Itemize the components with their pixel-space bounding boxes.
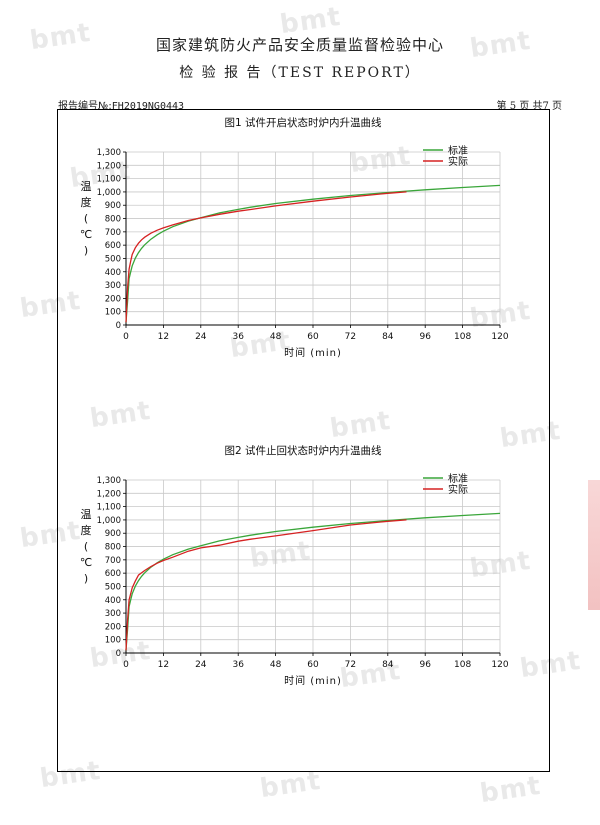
- y-tick-label: 800: [105, 215, 121, 225]
- y-tick-label: 700: [105, 228, 121, 238]
- x-tick-label: 84: [382, 332, 394, 342]
- report-number-label: 报告编号№:: [58, 101, 112, 112]
- legend-label: 标准: [448, 145, 468, 157]
- x-tick-label: 108: [454, 660, 471, 670]
- page-info: 第 5 页 共7 页: [496, 101, 562, 112]
- page-subtitle: 检 验 报 告（TEST REPORT）: [179, 65, 421, 81]
- chart-figure-2: 图2 试件止回状态时炉内升温曲线010020030040050060070080…: [80, 444, 509, 687]
- y-tick-label: 900: [105, 529, 121, 539]
- x-tick-label: 120: [491, 660, 508, 670]
- y-tick-label: 1,000: [97, 516, 121, 526]
- x-tick-label: 0: [123, 660, 129, 670]
- legend-label: 实际: [448, 483, 468, 496]
- y-axis-label-char: ℃: [80, 556, 92, 569]
- x-tick-label: 60: [307, 332, 319, 342]
- x-tick-label: 84: [382, 660, 394, 670]
- y-tick-label: 200: [105, 294, 121, 304]
- series-line-standard: [125, 184, 501, 323]
- y-axis-label-char: 度: [81, 523, 92, 537]
- x-tick-label: 12: [158, 332, 169, 342]
- y-tick-label: 200: [105, 622, 121, 632]
- y-tick-label: 1,300: [97, 148, 121, 158]
- y-tick-label: 1,100: [97, 175, 121, 185]
- series-line-actual: [125, 191, 407, 323]
- x-tick-label: 48: [270, 332, 282, 342]
- y-axis-label-char: 温: [81, 180, 92, 193]
- y-tick-label: 1,200: [97, 161, 121, 171]
- y-tick-label: 400: [105, 596, 121, 606]
- report-number-value: FH2019NG0443: [111, 101, 185, 112]
- y-tick-label: 900: [105, 201, 121, 211]
- y-tick-label: 1,200: [97, 489, 121, 499]
- legend-label: 标准: [448, 473, 468, 485]
- x-tick-label: 72: [345, 660, 356, 670]
- y-axis-label-char: ): [84, 244, 88, 257]
- watermark-text: bmt: [478, 770, 543, 810]
- page-title: 国家建筑防火产品安全质量监督检验中心: [155, 36, 444, 54]
- x-tick-label: 36: [232, 660, 244, 670]
- x-tick-label: 96: [419, 660, 431, 670]
- y-axis-label-char: ℃: [80, 228, 92, 241]
- y-tick-label: 500: [105, 582, 121, 592]
- y-tick-label: 300: [105, 609, 121, 619]
- x-tick-label: 120: [491, 332, 508, 342]
- chart-figure-1: 图1 试件开启状态时炉内升温曲线010020030040050060070080…: [80, 116, 509, 359]
- chart-title: 图1 试件开启状态时炉内升温曲线: [224, 116, 382, 129]
- y-tick-label: 700: [105, 556, 121, 566]
- x-tick-label: 0: [123, 332, 129, 342]
- x-tick-label: 24: [195, 332, 207, 342]
- report-number: 报告编号№:FH2019NG0443: [58, 97, 184, 112]
- report-frame: [57, 109, 550, 772]
- y-tick-label: 1,100: [97, 503, 121, 513]
- y-tick-label: 0: [116, 649, 121, 659]
- y-tick-label: 600: [105, 241, 121, 251]
- x-tick-label: 36: [232, 332, 244, 342]
- x-tick-label: 12: [158, 660, 169, 670]
- y-axis-label-char: (: [84, 540, 88, 553]
- y-tick-label: 400: [105, 268, 121, 278]
- y-axis-label: 温度 ( ℃): [80, 180, 92, 257]
- series-line-actual: [125, 519, 407, 651]
- y-tick-label: 100: [105, 308, 121, 318]
- x-tick-label: 72: [345, 332, 356, 342]
- y-axis-label-char: 温: [81, 508, 92, 521]
- y-tick-label: 1,300: [97, 476, 121, 486]
- y-tick-label: 600: [105, 569, 121, 579]
- x-tick-label: 108: [454, 332, 471, 342]
- chart-title: 图2 试件止回状态时炉内升温曲线: [224, 444, 382, 457]
- x-axis-label: 时间 (min): [284, 674, 342, 687]
- y-tick-label: 1,000: [97, 188, 121, 198]
- side-stamp: [588, 480, 600, 610]
- y-tick-label: 500: [105, 254, 121, 264]
- x-tick-label: 24: [195, 660, 207, 670]
- x-axis-label: 时间 (min): [284, 346, 342, 359]
- x-tick-label: 96: [419, 332, 431, 342]
- y-tick-label: 100: [105, 636, 121, 646]
- y-axis-label-char: 度: [81, 195, 92, 209]
- y-axis-label-char: (: [84, 212, 88, 225]
- x-tick-label: 48: [270, 660, 282, 670]
- series-line-standard: [125, 512, 501, 651]
- y-axis-label-char: ): [84, 572, 88, 585]
- x-tick-label: 60: [307, 660, 319, 670]
- y-tick-label: 0: [116, 321, 121, 331]
- y-tick-label: 800: [105, 543, 121, 553]
- legend-label: 实际: [448, 155, 468, 168]
- y-tick-label: 300: [105, 281, 121, 291]
- y-axis-label: 温度 ( ℃): [80, 508, 92, 585]
